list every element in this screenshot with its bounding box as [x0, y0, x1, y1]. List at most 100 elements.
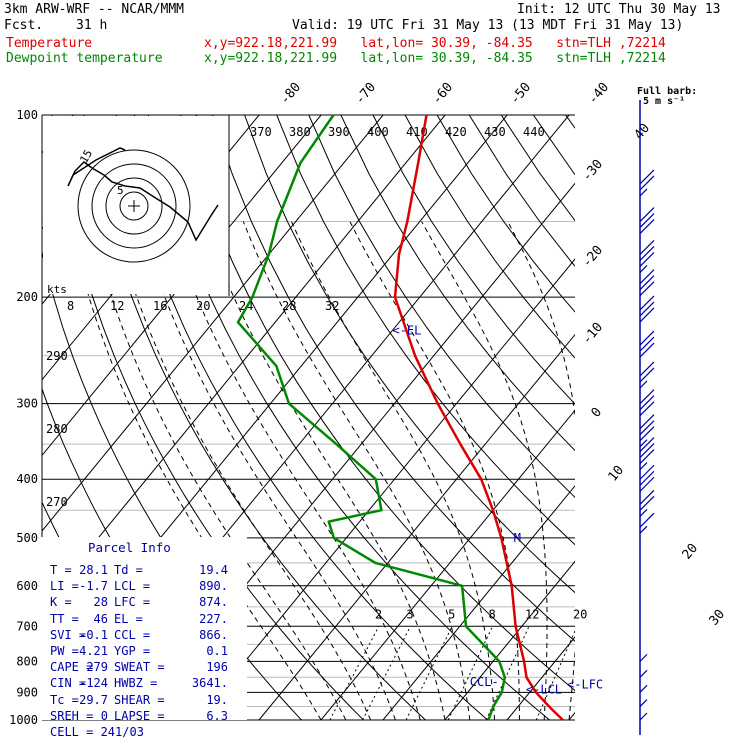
dry-adiabat-330	[244, 115, 575, 594]
isotherm--70	[42, 115, 446, 608]
pressure-label-700: 700	[16, 619, 38, 633]
isotherm-label-right: -30	[580, 157, 607, 185]
isotherm-label-top: -50	[508, 80, 535, 108]
hodograph-ring-2	[91, 163, 177, 249]
pressure-label-200: 200	[16, 290, 38, 304]
dry-adiabat-320	[212, 115, 575, 642]
wind-barb	[639, 512, 655, 534]
parcel-label: SVI =	[50, 627, 87, 642]
wind-barb	[639, 169, 655, 197]
parcel-value: 866.	[199, 627, 228, 642]
barb-flag	[639, 251, 655, 267]
parcel-value: 196	[206, 660, 228, 675]
theta-e-label: 380	[289, 125, 311, 139]
wind-barb	[639, 653, 648, 662]
parcel-value: 0	[100, 708, 108, 723]
barb-flag	[639, 464, 655, 480]
barb-half	[639, 462, 648, 470]
dry-adiabat-370	[372, 115, 575, 405]
barb-half	[639, 188, 648, 197]
pressure-label-500: 500	[16, 531, 38, 545]
barb-half	[639, 264, 648, 273]
theta-label-left: 290	[46, 349, 68, 363]
dry-adiabat-390	[436, 115, 575, 313]
isotherm-label-right: 20	[680, 541, 702, 563]
wind-key-units: 5 m s⁻¹	[643, 96, 685, 107]
theta-e-label: 370	[250, 125, 272, 139]
theta-e-label: 440	[523, 125, 545, 139]
barb-flag	[639, 395, 655, 411]
parcel-value: 279	[86, 660, 108, 675]
isotherm-label-top: -70	[353, 80, 380, 108]
barb-half	[639, 669, 648, 678]
barb-flag	[639, 342, 655, 358]
wind-barb	[639, 437, 655, 470]
parcel-value: 6.3	[206, 708, 228, 723]
pressure-label-800: 800	[16, 654, 38, 668]
parcel-label: LCL =	[114, 579, 151, 594]
wind-barb	[639, 464, 655, 492]
moist-adiabat-26	[421, 221, 548, 720]
wind-barb	[639, 239, 655, 273]
theta-label-left: 280	[46, 422, 68, 436]
parcel-label: T =	[50, 563, 72, 577]
parcel-label: LI =	[50, 579, 79, 594]
mixing-ratio-12	[485, 626, 530, 720]
moist-adiabat-2	[139, 221, 396, 720]
barb-flag	[639, 281, 655, 297]
barb-flag	[639, 470, 655, 486]
dry-adiabat-430	[565, 115, 575, 129]
barb-half	[639, 653, 648, 662]
isotherm-label-top: -80	[278, 80, 305, 108]
wind-barb	[639, 489, 655, 517]
parcel-label: Tc =	[50, 692, 79, 707]
barb-half	[639, 508, 648, 517]
parcel-label: SREH =	[50, 708, 94, 723]
isotherm--140	[0, 115, 11, 720]
parcel-label: HWBZ =	[114, 676, 158, 691]
barb-flag	[639, 426, 655, 442]
parcel-label: LAPSE =	[114, 708, 165, 723]
dry-adiabat-450	[630, 115, 740, 720]
parcel-label: PW =	[50, 644, 79, 658]
barb-flag	[639, 414, 655, 430]
parcel-value: -1.7	[79, 579, 108, 594]
dry-adiabat-360	[340, 115, 575, 452]
wind-key-label: Full barb:	[637, 86, 697, 97]
isotherm-20	[506, 636, 575, 720]
isotherm-10	[444, 560, 575, 720]
wind-barb	[639, 414, 655, 448]
barb-flag	[639, 437, 655, 452]
mixing-ratio-5	[405, 626, 453, 720]
init-time: Init: 12 UTC Thu 30 May 13	[517, 2, 721, 17]
pressure-label-300: 300	[16, 397, 38, 411]
barb-flag	[639, 245, 655, 261]
mixing-ratio-label-20: 20	[573, 607, 587, 621]
hodograph-ring-3	[77, 149, 191, 263]
parcel-value: 3641.	[191, 676, 228, 691]
barb-half	[639, 439, 648, 448]
barb-flag	[639, 401, 655, 417]
barb-flag	[639, 301, 655, 317]
theta-e-label: 420	[445, 125, 467, 139]
parcel-label: K =	[50, 595, 72, 610]
parcel-value: 19.4	[199, 563, 228, 577]
moist-adiabat-18	[290, 221, 496, 720]
barb-flag	[639, 269, 655, 285]
parcel-value: -0.1	[79, 627, 108, 642]
forecast-label: Fcst.	[4, 18, 44, 33]
barb-flag	[639, 495, 655, 511]
parcel-info-box	[40, 537, 247, 720]
sounding-profiles	[236, 114, 564, 721]
theta-e-label: 430	[484, 125, 506, 139]
mixing-ratio-label-12: 12	[525, 607, 539, 621]
wind-barb	[639, 699, 648, 707]
barb-flag	[639, 449, 655, 464]
level-annotation: CCL-	[470, 675, 499, 689]
wind-barb	[639, 669, 648, 678]
isotherm-label-right: 30	[707, 607, 729, 629]
dry-adiabat-410	[500, 115, 575, 222]
level-annotations: <-EL M CCL- <-LCL <-LFC	[392, 323, 603, 696]
mixing-ratio-20	[535, 629, 575, 720]
pressure-label-1000: 1000	[9, 713, 38, 727]
